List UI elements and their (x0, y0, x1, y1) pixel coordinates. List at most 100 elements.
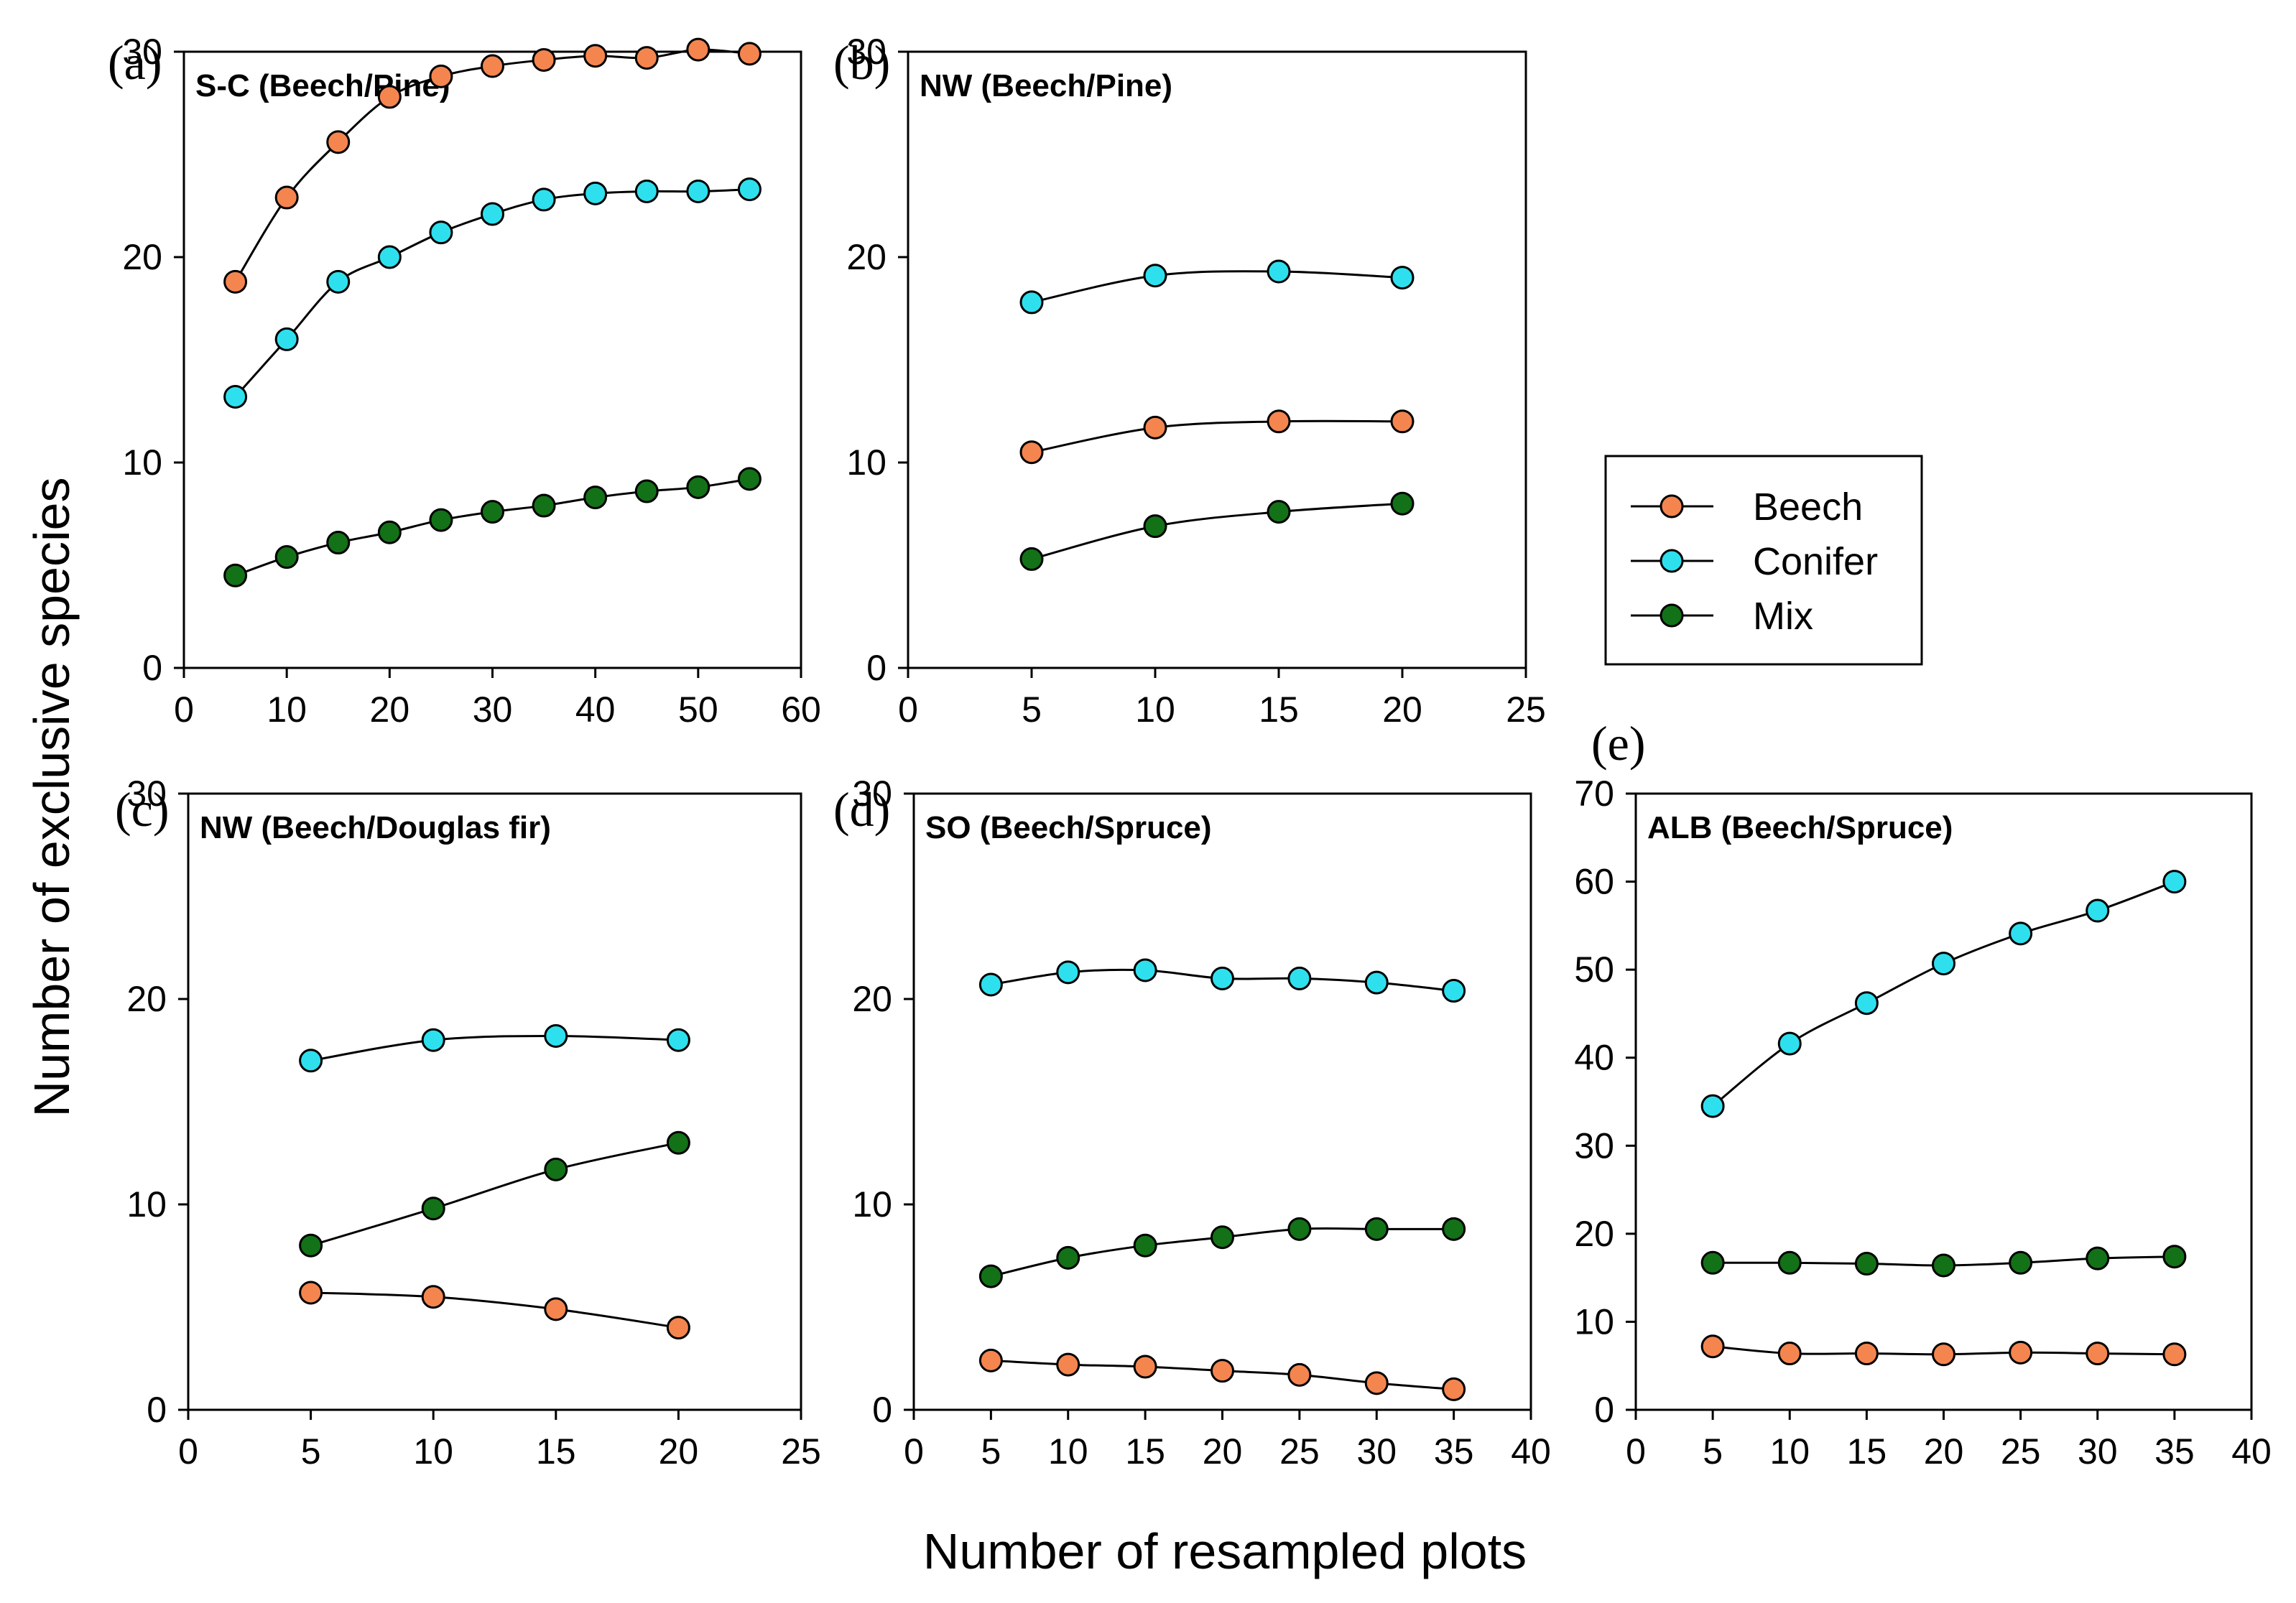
panel-title: ALB (Beech/Spruce) (1647, 810, 1953, 845)
data-point (1143, 415, 1167, 440)
data-point (978, 972, 1003, 997)
legend-marker (1659, 494, 1684, 519)
x-tick-label: 25 (1279, 1431, 1320, 1472)
data-point (421, 1197, 445, 1221)
x-tick-label: 15 (536, 1431, 576, 1472)
series-conifer (299, 1023, 690, 1073)
x-tick-label: 0 (178, 1431, 198, 1472)
data-point (299, 1049, 323, 1073)
series-beech (1700, 1334, 2187, 1367)
plot-frame (907, 50, 1527, 669)
panel-label: (b) (833, 35, 890, 90)
x-tick-label: 25 (1506, 689, 1546, 730)
data-point (634, 46, 659, 70)
y-tick-label: 0 (872, 1390, 892, 1430)
data-point (1056, 960, 1080, 985)
series-conifer (223, 177, 762, 409)
y-tick-label: 30 (1574, 1125, 1614, 1166)
data-point (1056, 1245, 1080, 1270)
y-tick-label: 30 (846, 32, 887, 72)
series-mix (223, 467, 762, 587)
data-point (421, 1285, 445, 1309)
data-point (377, 245, 402, 269)
x-tick-label: 10 (413, 1431, 453, 1472)
legend-marker (1659, 603, 1684, 628)
x-tick-label: 15 (1259, 689, 1299, 730)
data-point (544, 1157, 568, 1181)
data-point (1267, 259, 1291, 284)
data-point (429, 220, 453, 245)
data-point (583, 181, 608, 205)
series-line (310, 1291, 679, 1329)
data-point (532, 187, 556, 212)
data-point (1267, 409, 1291, 434)
legend-label: Beech (1753, 485, 1863, 529)
data-point (223, 269, 248, 294)
x-tick-label: 40 (2231, 1431, 2272, 1472)
data-point (634, 479, 659, 503)
series-conifer (978, 958, 1466, 1003)
x-tick-label: 40 (575, 689, 616, 730)
series-mix (1019, 491, 1415, 571)
data-point (1364, 1371, 1389, 1395)
data-point (1019, 547, 1044, 571)
data-point (544, 1297, 568, 1321)
data-point (737, 42, 762, 66)
x-tick-label: 40 (1511, 1431, 1551, 1472)
y-tick-label: 20 (846, 237, 887, 277)
data-point (1390, 266, 1415, 290)
x-tick-label: 10 (267, 689, 307, 730)
y-tick-label: 60 (1574, 862, 1614, 902)
data-point (481, 500, 504, 524)
series-conifer (1700, 870, 2187, 1118)
data-point (1932, 952, 1955, 976)
x-tick-label: 10 (1048, 1431, 1088, 1472)
x-tick-label: 5 (1703, 1431, 1723, 1472)
panel-label: (c) (115, 782, 169, 837)
series-mix (978, 1217, 1466, 1288)
data-point (1364, 970, 1389, 995)
x-tick-label: 5 (301, 1431, 321, 1472)
x-tick-label: 15 (1847, 1431, 1887, 1472)
data-point (429, 64, 453, 88)
y-tick-label: 20 (852, 979, 892, 1019)
data-point (1019, 440, 1044, 465)
data-point (1143, 264, 1167, 288)
data-point (2086, 898, 2110, 923)
data-point (1133, 1355, 1157, 1379)
x-tick-label: 35 (2154, 1431, 2195, 1472)
y-tick-label: 10 (122, 442, 162, 483)
x-tick-label: 30 (473, 689, 513, 730)
data-point (1442, 1217, 1466, 1241)
data-point (666, 1316, 690, 1340)
data-point (1932, 1342, 1955, 1367)
x-tick-label: 15 (1125, 1431, 1165, 1472)
y-tick-label: 10 (852, 1184, 892, 1225)
series-line (310, 1141, 679, 1247)
legend-label: Conifer (1753, 540, 1878, 583)
data-point (223, 384, 248, 409)
legend-label: Mix (1753, 595, 1813, 638)
y-tick-label: 40 (1574, 1038, 1614, 1078)
data-point (1019, 290, 1044, 315)
x-tick-label: 5 (1022, 689, 1042, 730)
data-point (1287, 1362, 1312, 1387)
data-point (1854, 1342, 1879, 1366)
data-point (1211, 1359, 1234, 1383)
data-point (326, 130, 351, 154)
series-beech (978, 1348, 1466, 1401)
x-tick-label: 20 (1924, 1431, 1964, 1472)
data-point (978, 1264, 1003, 1288)
data-point (299, 1233, 323, 1258)
panel-label: (a) (108, 35, 162, 90)
series-line (1031, 419, 1403, 454)
data-point (2162, 1342, 2187, 1367)
series-beech (1019, 409, 1415, 465)
data-point (1133, 1233, 1157, 1258)
series-line (310, 1034, 679, 1062)
data-point (686, 179, 710, 203)
panel-title: S-C (Beech/Pine) (195, 68, 450, 103)
y-tick-label: 20 (126, 979, 167, 1019)
panel-c: 0 5 10 15 20 25 0 10 20 30(c) NW (Beech/Douglas fi… (115, 773, 821, 1472)
